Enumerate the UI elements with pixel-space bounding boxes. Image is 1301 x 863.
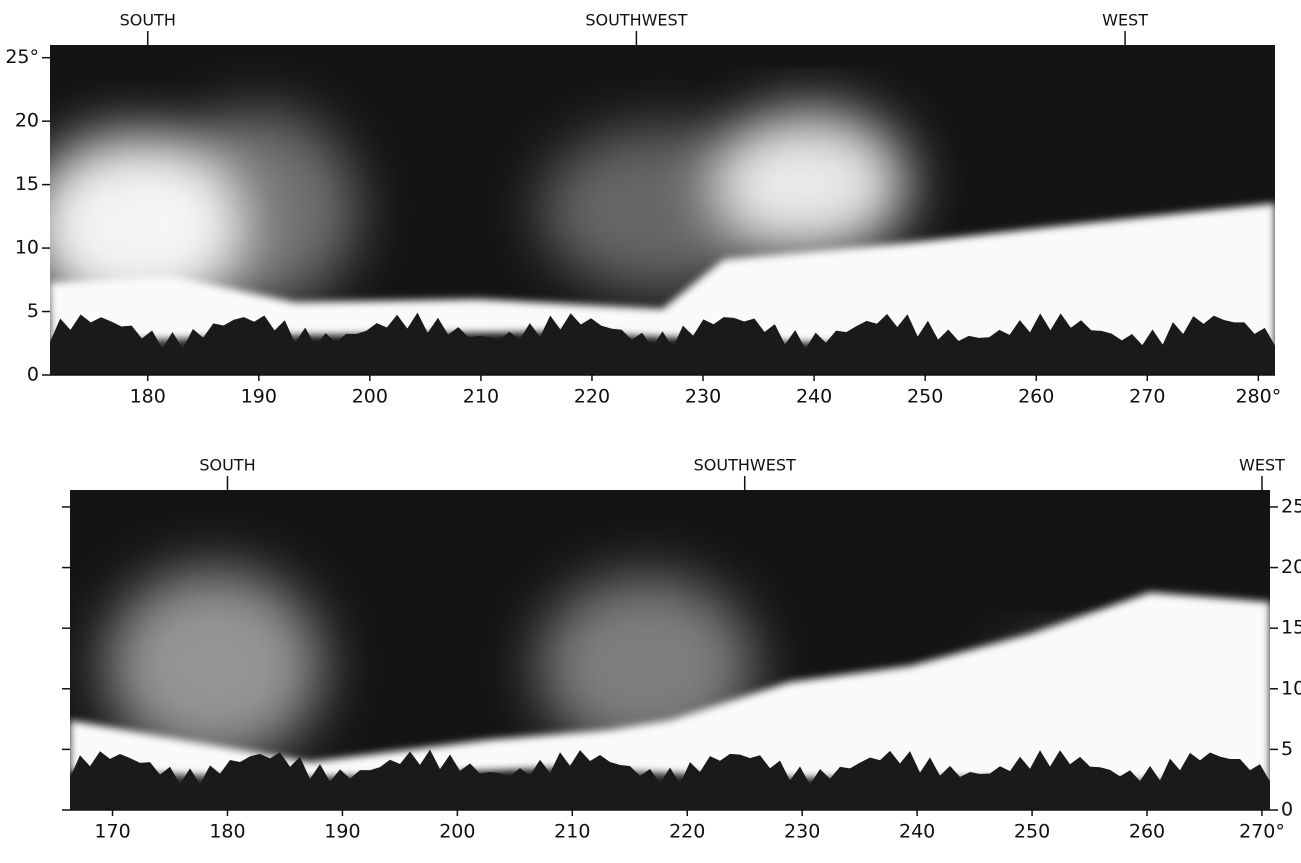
x-tick-label: 220 bbox=[669, 821, 705, 843]
y-tick-label: 5 bbox=[27, 300, 39, 322]
sky-glow bbox=[160, 111, 357, 309]
x-tick-label: 230 bbox=[685, 386, 721, 408]
x-tick-label: 270 bbox=[1129, 386, 1165, 408]
x-tick-label: 210 bbox=[463, 386, 499, 408]
x-tick-label: 230 bbox=[784, 821, 820, 843]
y-tick-label: 0 bbox=[1281, 799, 1293, 821]
photograph bbox=[50, 45, 1275, 375]
x-tick-label: 220 bbox=[574, 386, 610, 408]
y-tick-label: 25° bbox=[1281, 495, 1301, 517]
x-tick-label: 250 bbox=[1014, 821, 1050, 843]
y-tick-label: 25° bbox=[5, 46, 39, 68]
photograph bbox=[70, 490, 1270, 810]
x-tick-label: 260 bbox=[1018, 386, 1054, 408]
x-tick-label: 210 bbox=[554, 821, 590, 843]
x-tick-label: 190 bbox=[324, 821, 360, 843]
y-tick-label: 0 bbox=[27, 364, 39, 386]
compass-label: SOUTH bbox=[120, 11, 176, 30]
y-tick-label: 15 bbox=[1281, 617, 1301, 639]
x-tick-label: 240 bbox=[796, 386, 832, 408]
x-tick-label: 180 bbox=[130, 386, 166, 408]
x-tick-label: 170 bbox=[94, 821, 130, 843]
compass-label: WEST bbox=[1239, 456, 1285, 475]
x-tick-label: 200 bbox=[439, 821, 475, 843]
tree-line bbox=[50, 312, 1275, 375]
y-tick-label: 20 bbox=[15, 110, 39, 132]
sky-glow bbox=[540, 127, 785, 293]
compass-label: WEST bbox=[1102, 11, 1148, 30]
x-tick-label: 270° bbox=[1239, 821, 1285, 843]
x-tick-label: 180 bbox=[209, 821, 245, 843]
compass-label: SOUTH bbox=[199, 456, 255, 475]
x-tick-label: 240 bbox=[899, 821, 935, 843]
photo-content bbox=[70, 490, 1270, 810]
compass-label: SOUTHWEST bbox=[585, 11, 687, 30]
horizon-glow bbox=[50, 203, 1275, 352]
x-tick-label: 250 bbox=[907, 386, 943, 408]
tree-line bbox=[70, 749, 1270, 810]
x-tick-label: 190 bbox=[241, 386, 277, 408]
x-tick-label: 280° bbox=[1235, 386, 1281, 408]
x-tick-label: 260 bbox=[1129, 821, 1165, 843]
y-tick-label: 15 bbox=[15, 173, 39, 195]
horizon-glow bbox=[70, 592, 1270, 785]
sky-glow bbox=[106, 570, 322, 762]
photo-content bbox=[50, 45, 1275, 375]
x-tick-label: 200 bbox=[352, 386, 388, 408]
y-tick-label: 5 bbox=[1281, 738, 1293, 760]
y-tick-label: 10 bbox=[15, 237, 39, 259]
y-tick-label: 10 bbox=[1281, 677, 1301, 699]
compass-label: SOUTHWEST bbox=[694, 456, 796, 475]
y-tick-label: 20 bbox=[1281, 556, 1301, 578]
